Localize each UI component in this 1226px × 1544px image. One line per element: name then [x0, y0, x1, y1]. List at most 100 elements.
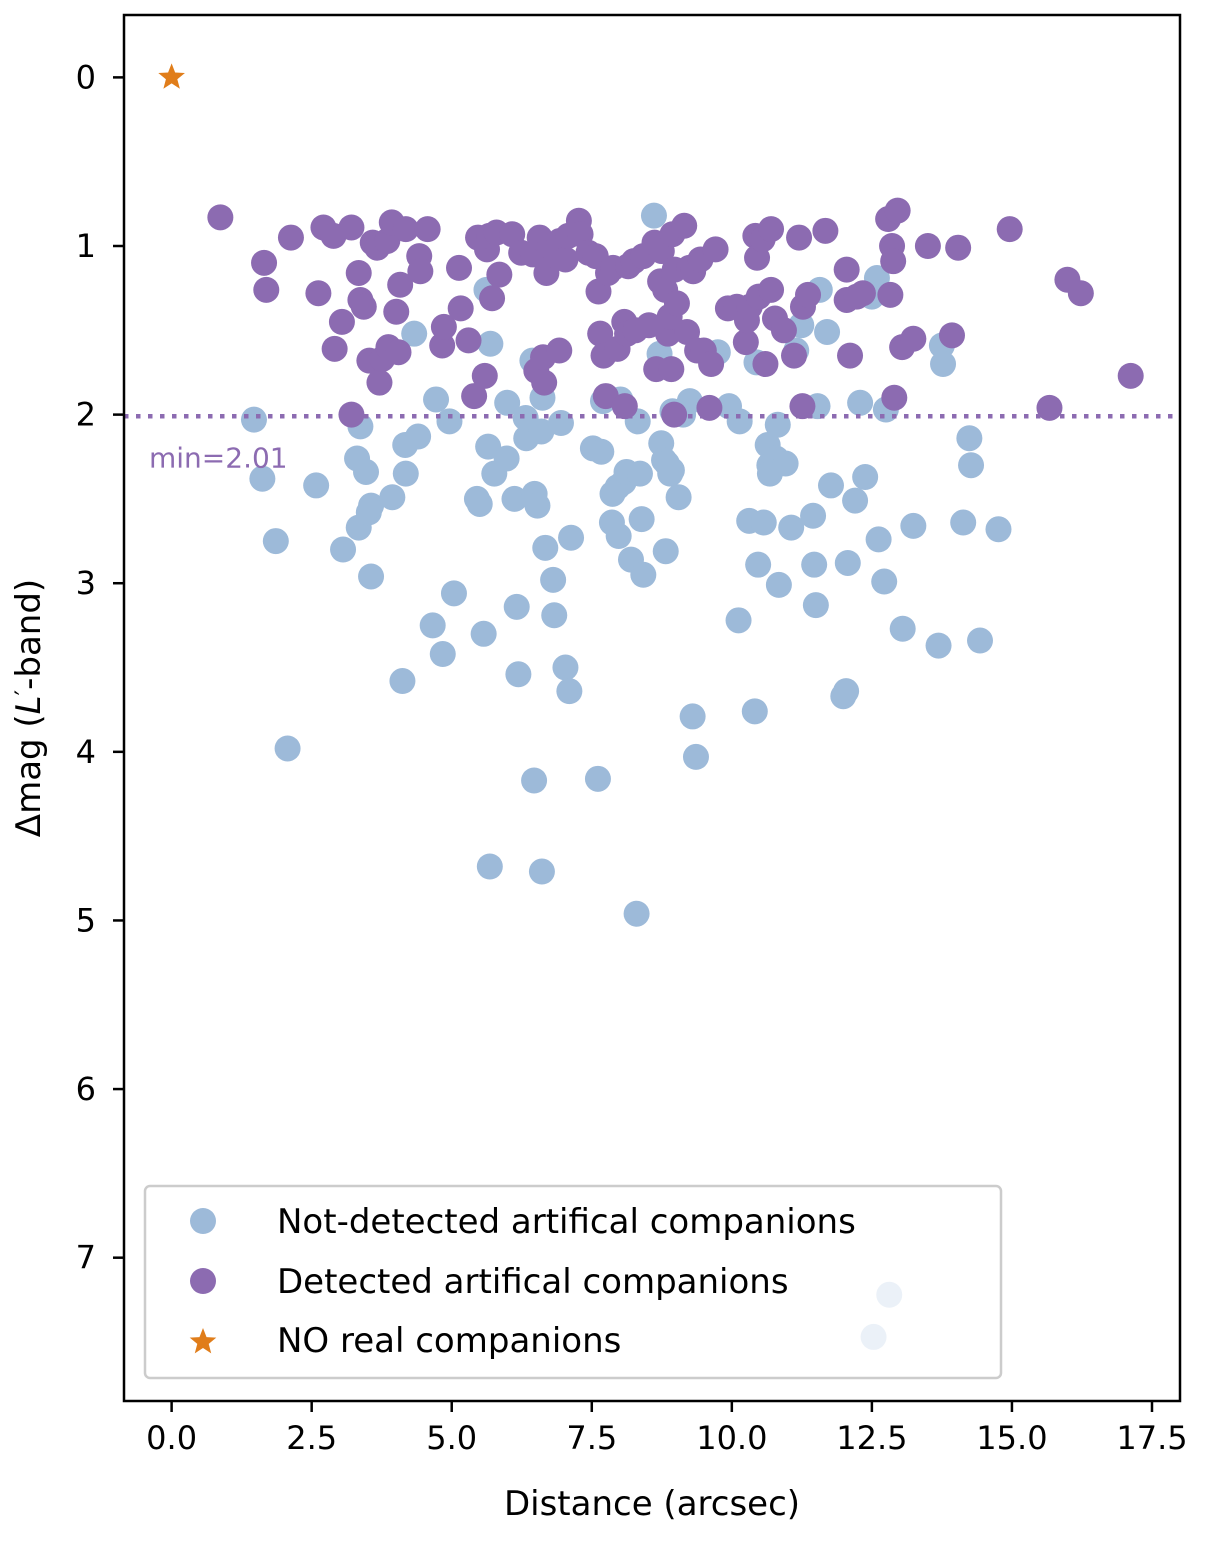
- point-not-detected: [423, 386, 450, 413]
- plot-area-frame: [122, 13, 1182, 1403]
- point-detected: [366, 369, 393, 396]
- point-detected: [758, 276, 785, 303]
- point-detected: [812, 217, 839, 244]
- point-detected: [552, 246, 579, 273]
- point-not-detected: [814, 318, 841, 345]
- point-not-detected: [630, 561, 657, 588]
- point-not-detected: [240, 406, 267, 433]
- point-not-detected: [330, 536, 357, 563]
- x-axis-ticks: 0.0 2.5 5.0 7.5 10.0 12.5 15.0 17.5: [146, 1401, 1188, 1457]
- y-tick-label: 5: [76, 901, 96, 939]
- point-detected: [471, 362, 498, 389]
- point-detected: [345, 259, 372, 286]
- point-not-detected: [985, 516, 1012, 543]
- point-detected: [531, 369, 558, 396]
- point-detected: [277, 224, 304, 251]
- y-tick-label: 1: [76, 227, 96, 265]
- y-tick-label: 6: [76, 1070, 96, 1108]
- point-detected: [914, 233, 941, 259]
- point-detected: [587, 320, 614, 347]
- point-detected: [661, 401, 688, 428]
- point-not-detected: [440, 580, 467, 607]
- point-detected: [1117, 362, 1144, 389]
- point-not-detected: [249, 465, 276, 492]
- point-detected: [758, 216, 785, 243]
- x-tick-label: 2.5: [286, 1419, 337, 1457]
- point-not-detected: [501, 485, 528, 512]
- series-real: [158, 63, 185, 89]
- legend-label-real: NO real companions: [277, 1321, 621, 1361]
- point-detected: [996, 216, 1023, 243]
- point-not-detected: [925, 632, 952, 659]
- threshold-annotation: min=2.01: [149, 441, 288, 474]
- x-tick-label: 10.0: [696, 1419, 767, 1457]
- point-not-detected: [930, 351, 957, 378]
- point-not-detected: [274, 735, 301, 762]
- point-not-detected: [745, 551, 772, 578]
- point-not-detected: [950, 509, 977, 536]
- point-not-detected: [956, 425, 983, 452]
- point-not-detected: [303, 472, 330, 499]
- point-not-detected: [541, 602, 568, 629]
- point-detected: [207, 204, 234, 231]
- point-detected: [486, 261, 513, 288]
- point-detected: [461, 383, 488, 410]
- point-not-detected: [802, 592, 829, 619]
- point-not-detected: [726, 408, 753, 435]
- point-not-detected: [358, 563, 385, 590]
- point-detected: [877, 281, 904, 308]
- point-not-detected: [358, 492, 385, 519]
- point-not-detected: [623, 900, 650, 927]
- point-not-detected: [552, 654, 579, 681]
- point-not-detected: [741, 698, 768, 725]
- series-detected: [207, 197, 1144, 428]
- point-detected: [455, 327, 482, 354]
- point-detected: [447, 295, 474, 322]
- point-not-detected: [842, 487, 869, 514]
- point-not-detected: [419, 612, 446, 639]
- point-detected: [430, 313, 457, 340]
- point-not-detected: [640, 202, 667, 229]
- point-not-detected: [682, 743, 709, 770]
- point-detected: [752, 351, 779, 378]
- point-not-detected: [528, 418, 555, 445]
- point-detected: [945, 234, 972, 261]
- point-not-detected: [547, 410, 574, 437]
- point-not-detected: [588, 438, 615, 465]
- point-not-detected: [833, 678, 860, 705]
- point-detected: [387, 271, 414, 298]
- point-not-detected: [389, 668, 416, 695]
- point-not-detected: [379, 484, 406, 511]
- point-detected: [407, 258, 434, 285]
- point-not-detected: [436, 408, 463, 435]
- point-not-detected: [801, 551, 828, 578]
- point-detected: [414, 216, 441, 243]
- point-detected: [592, 383, 619, 410]
- legend-star-shape: [189, 1328, 217, 1354]
- legend-marker-detected: [190, 1268, 216, 1294]
- point-detected: [546, 337, 573, 364]
- point-detected: [1036, 394, 1063, 421]
- point-detected: [663, 290, 690, 317]
- point-not-detected: [834, 549, 861, 576]
- point-detected: [786, 224, 813, 251]
- point-not-detected: [532, 534, 559, 561]
- point-not-detected: [429, 641, 456, 668]
- point-not-detected: [679, 703, 706, 730]
- point-detected: [479, 285, 506, 312]
- point-detected: [251, 249, 278, 276]
- x-tick-label: 17.5: [1116, 1419, 1187, 1457]
- point-detected: [385, 339, 412, 366]
- legend-marker-not-detected: [190, 1208, 216, 1234]
- point-detected: [611, 393, 638, 420]
- point-detected: [781, 342, 808, 369]
- point-detected: [833, 256, 860, 283]
- y-axis-label: Δmag (L′-band): [9, 579, 49, 837]
- point-not-detected: [665, 484, 692, 511]
- x-tick-label: 0.0: [146, 1419, 197, 1457]
- point-detected: [884, 197, 911, 224]
- point-detected: [837, 342, 864, 369]
- point-not-detected: [470, 620, 497, 647]
- point-not-detected: [725, 607, 752, 634]
